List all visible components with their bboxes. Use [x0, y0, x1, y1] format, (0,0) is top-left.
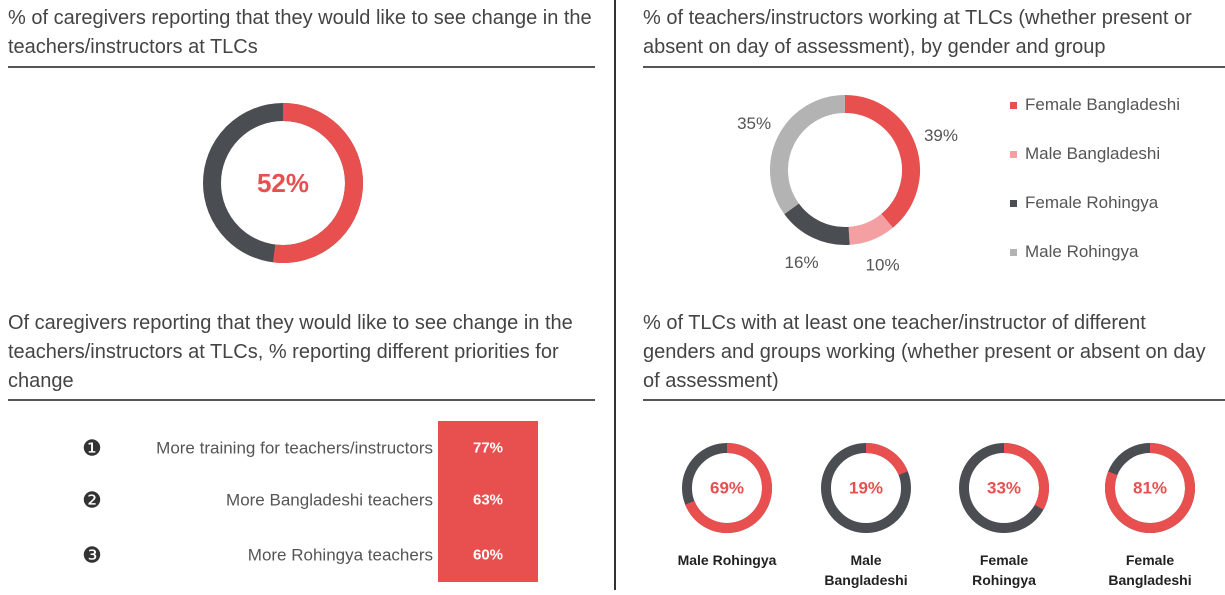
segment-label: 16%	[785, 253, 819, 272]
rule	[8, 399, 595, 401]
rank-marker: ❸	[82, 543, 102, 568]
highlight-box	[438, 421, 538, 582]
donut-arc	[1003, 443, 1049, 510]
donut-caption: Female Rohingya	[972, 552, 1036, 588]
donut-label: 52%	[257, 168, 309, 198]
rank-marker: ❷	[82, 488, 102, 513]
row-label: More training for teachers/instructors	[156, 439, 433, 458]
divider	[614, 0, 616, 590]
legend-label: Female Rohingya	[1025, 193, 1159, 212]
donut-caption: Male Rohingya	[677, 552, 777, 568]
donut-arc	[865, 443, 908, 476]
legend-swatch	[1010, 248, 1017, 256]
donut-arc	[685, 443, 772, 533]
legend-label: Female Bangladeshi	[1025, 95, 1180, 114]
donut-label: 19%	[849, 479, 883, 498]
rule	[643, 399, 1225, 401]
legend-label: Male Rohingya	[1025, 242, 1139, 261]
legend-swatch	[1010, 150, 1017, 158]
donut-segment	[844, 95, 920, 228]
legend-item: Male Rohingya	[1010, 242, 1138, 262]
donut-caption: Female Bangladeshi	[1108, 552, 1192, 588]
legend-swatch	[1010, 101, 1017, 109]
row-value: 60%	[473, 547, 503, 564]
donut-segment	[848, 213, 893, 245]
legend-item: Male Bangladeshi	[1010, 144, 1160, 164]
segment-label: 10%	[866, 255, 900, 274]
donut-segment	[784, 203, 850, 245]
donut-caption: Male Bangladeshi	[824, 552, 908, 588]
legend-swatch	[1010, 199, 1017, 207]
chart-title: Of caregivers reporting that they would …	[8, 312, 573, 392]
legend-item: Female Bangladeshi	[1010, 95, 1180, 115]
chart-title: % of teachers/instructors working at TLC…	[643, 7, 1192, 58]
donut-arc	[1105, 443, 1195, 533]
rule	[643, 66, 1225, 68]
row-label: More Rohingya teachers	[248, 546, 433, 565]
rank-marker: ❶	[82, 436, 102, 461]
segment-label: 39%	[924, 126, 958, 145]
segment-label: 35%	[737, 114, 771, 133]
row-value: 77%	[473, 440, 503, 457]
donut-segment	[770, 95, 846, 215]
legend-item: Female Rohingya	[1010, 193, 1158, 213]
donut-arc	[272, 103, 363, 263]
rule	[8, 66, 595, 68]
donut-label: 33%	[987, 479, 1021, 498]
legend-label: Male Bangladeshi	[1025, 144, 1161, 163]
donut-label: 69%	[710, 479, 744, 498]
chart-title: % of TLCs with at least one teacher/inst…	[643, 312, 1206, 392]
row-value: 63%	[473, 492, 503, 509]
row-label: More Bangladeshi teachers	[226, 491, 433, 510]
chart-title: % of caregivers reporting that they woul…	[8, 7, 592, 58]
donut-label: 81%	[1133, 479, 1167, 498]
